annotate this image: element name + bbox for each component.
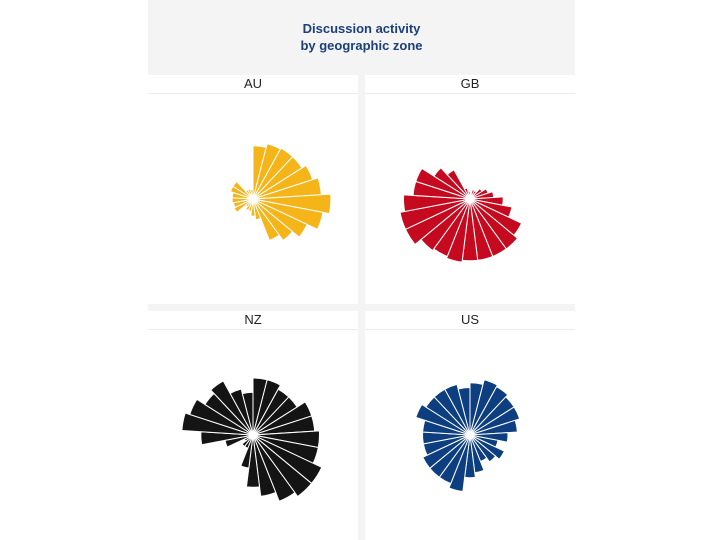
panel-title-us: US [365, 311, 575, 330]
polar-bar-nz-23 [229, 388, 254, 436]
polar-bar-gb-22 [446, 169, 471, 200]
polar-bar-au-10 [252, 198, 280, 242]
chart-area: Discussion activity by geographic zone A… [148, 0, 575, 540]
polar-bar-us-23 [444, 383, 471, 436]
polar-chart-au [229, 143, 332, 242]
polar-bar-nz-1 [252, 379, 282, 436]
polar-bar-nz-10 [252, 434, 296, 502]
polar-bar-au-12 [250, 198, 256, 217]
polar-bar-nz-24 [241, 391, 254, 436]
polar-bar-nz-11 [252, 434, 277, 497]
polar-chart-nz [181, 377, 323, 502]
polar-chart-gb [399, 167, 523, 263]
polar-bar-au-21 [232, 180, 254, 200]
polar-bar-nz-9 [252, 434, 313, 498]
polar-bar-gb-24 [467, 190, 471, 200]
polar-bar-nz-12 [245, 434, 261, 488]
polar-bar-us-9 [469, 434, 497, 463]
polar-bar-gb-23 [463, 187, 471, 200]
panel-title-au: AU [148, 75, 358, 94]
polar-bar-us-20 [415, 403, 471, 436]
polar-bar-us-4 [469, 406, 521, 436]
polar-bar-us-6 [469, 432, 509, 443]
polar-bar-us-8 [469, 434, 506, 460]
polar-bar-au-6 [252, 193, 332, 215]
polar-bar-nz-22 [210, 380, 254, 436]
polar-bar-gb-21 [433, 167, 471, 200]
polar-bar-us-5 [469, 419, 518, 436]
polar-bar-au-8 [252, 198, 308, 238]
panel-title-gb: GB [365, 75, 575, 94]
polar-bar-us-1 [469, 379, 499, 436]
polar-bar-au-7 [252, 198, 324, 231]
polar-bar-us-2 [469, 386, 509, 436]
chart-title-line-1: Discussion activity [302, 21, 421, 36]
panel-title-nz: NZ [148, 311, 358, 330]
polar-bar-gb-20 [415, 167, 471, 200]
polar-bar-au-9 [252, 198, 294, 242]
panel-au: AU [148, 75, 358, 304]
polar-bar-gb-17 [399, 198, 471, 231]
polar-bar-us-16 [422, 434, 471, 470]
polar-bar-us-24 [457, 386, 471, 436]
polar-bar-au-24 [250, 188, 254, 200]
polar-bar-au-11 [252, 198, 262, 221]
polar-bar-au-16 [233, 198, 254, 214]
panel-gb: GB [365, 75, 575, 304]
polar-bar-gb-18 [402, 194, 471, 213]
polar-chart-us [415, 379, 521, 493]
chart-title: Discussion activity by geographic zone [148, 20, 575, 54]
chart-title-line-2: by geographic zone [300, 38, 423, 53]
panel-us: US [365, 311, 575, 540]
polar-bar-au-23 [247, 188, 254, 200]
polar-bar-nz-20 [189, 398, 254, 436]
panel-nz: NZ [148, 311, 358, 540]
